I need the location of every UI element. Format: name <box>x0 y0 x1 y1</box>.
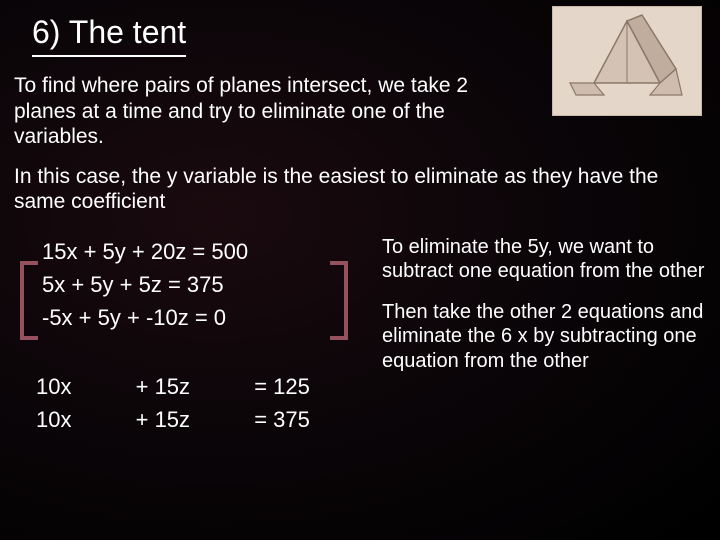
reduced-eq-cell: = 125 <box>254 370 354 403</box>
explain-p1: To eliminate the 5y, we want to subtract… <box>382 235 706 284</box>
tent-diagram <box>552 6 702 116</box>
system-eq-1: 15x + 5y + 20z = 500 <box>42 235 326 268</box>
right-bracket <box>330 261 348 340</box>
mid-text: In this case, the y variable is the easi… <box>14 164 706 215</box>
intro-text: To find where pairs of planes intersect,… <box>14 73 514 150</box>
explain-p2: Then take the other 2 equations and elim… <box>382 300 706 373</box>
reduced-eq-cell: + 15z <box>136 403 235 436</box>
system-eq-2: 5x + 5y + 5z = 375 <box>42 268 326 301</box>
reduced-eq-cell: = 375 <box>254 403 354 436</box>
equations-column: 15x + 5y + 20z = 500 5x + 5y + 5z = 375 … <box>14 235 354 436</box>
reduced-eq-cell: + 15z <box>136 370 235 403</box>
page-title: 6) The tent <box>32 14 186 57</box>
left-bracket <box>20 261 38 340</box>
reduced-eq-2: 10x + 15z = 375 <box>36 403 354 436</box>
explanation-column: To eliminate the 5y, we want to subtract… <box>382 235 706 436</box>
reduced-eq-cell: 10x <box>36 370 116 403</box>
reduced-eq-cell: 10x <box>36 403 116 436</box>
system-eq-3: -5x + 5y + -10z = 0 <box>42 301 326 334</box>
reduced-eq-1: 10x + 15z = 125 <box>36 370 354 403</box>
